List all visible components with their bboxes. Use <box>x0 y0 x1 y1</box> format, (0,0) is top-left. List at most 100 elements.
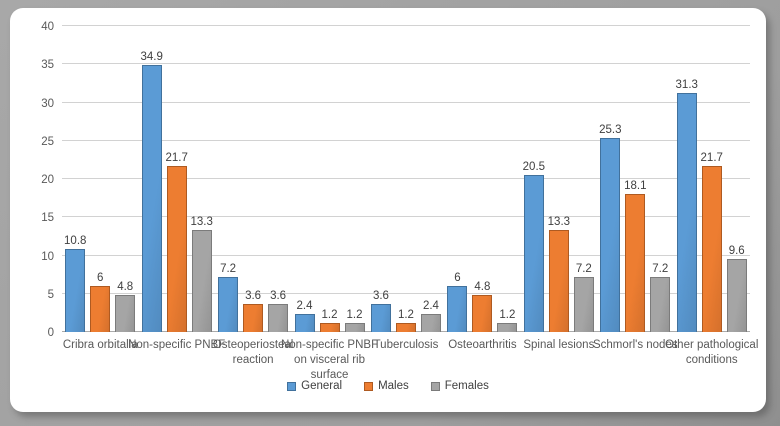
x-category-label: Osteoperiosteal reaction <box>212 339 294 366</box>
data-label: 7.2 <box>220 262 237 275</box>
legend-label: Males <box>378 380 409 392</box>
bar-males: 1.2 <box>395 309 416 332</box>
legend-swatch-icon <box>364 381 374 391</box>
y-tick-label: 35 <box>41 59 54 72</box>
x-category-label: Spinal lesions <box>523 339 595 351</box>
bar-group: 3.6 1.2 2.4 <box>368 26 444 332</box>
data-label: 21.7 <box>165 152 188 164</box>
data-label: 13.3 <box>190 216 213 229</box>
data-label: 6 <box>454 272 461 285</box>
y-tick-label: 30 <box>41 97 54 110</box>
legend-label: Females <box>444 380 489 392</box>
bar-general: 3.6 <box>370 290 391 332</box>
x-category-label: Cribra orbitalia <box>62 339 138 351</box>
legend-label: General <box>301 380 343 392</box>
data-label: 7.2 <box>575 262 592 275</box>
y-axis-labels: 0 5 10 15 20 25 30 35 40 <box>16 21 54 339</box>
x-category-label: Tuberculosis <box>373 339 439 351</box>
data-label: 3.6 <box>245 290 262 303</box>
bar-group: 6 4.8 1.2 <box>444 26 520 332</box>
data-label: 2.4 <box>422 299 439 312</box>
bar-group: 31.3 21.7 9.6 <box>674 26 750 332</box>
plot-area: 10.8 6 4.8 34.9 21.7 13.3 7.2 3.6 3.6 2.4 1.2 1.2 3.… <box>62 25 750 332</box>
bar-males: 6 <box>90 272 111 332</box>
data-label: 6 <box>97 272 104 285</box>
y-tick-label: 0 <box>47 327 54 339</box>
gridline <box>62 178 750 179</box>
x-category-label: Other pathological conditions <box>665 339 759 366</box>
data-label: 3.6 <box>270 290 287 303</box>
data-label: 21.7 <box>700 152 723 164</box>
bar-females: 1.2 <box>344 309 365 332</box>
bar-females: 13.3 <box>190 216 213 332</box>
legend-entry-general: General <box>287 380 342 392</box>
bar-females: 2.4 <box>420 300 441 332</box>
bar-females: 7.2 <box>650 263 671 332</box>
bar-groups: 10.8 6 4.8 34.9 21.7 13.3 7.2 3.6 3.6 2.4 1.2 1.2 3.… <box>62 26 750 332</box>
x-category-label: Osteoarthritis <box>448 339 517 351</box>
gridline <box>62 25 750 26</box>
data-label: 1.2 <box>499 308 516 321</box>
gridline <box>62 63 750 65</box>
bar-males: 3.6 <box>243 290 264 332</box>
x-category-label: Non-specific PNBF <box>128 339 226 351</box>
gridline <box>62 254 750 256</box>
bar-females: 7.2 <box>573 263 594 332</box>
data-label: 1.2 <box>346 308 363 321</box>
data-label: 7.2 <box>652 262 669 275</box>
bar-general: 6 <box>447 272 468 332</box>
bar-group: 25.3 18.1 7.2 <box>597 26 673 332</box>
x-category-label: Schmorl's nodes <box>592 339 678 351</box>
bar-females: 9.6 <box>726 245 747 332</box>
gridline <box>62 101 750 103</box>
bar-group: 7.2 3.6 3.6 <box>215 26 291 332</box>
legend-entry-males: Males <box>364 380 409 392</box>
y-tick-label: 40 <box>41 21 54 33</box>
bar-group: 34.9 21.7 13.3 <box>138 26 214 332</box>
chart-card: 10.8 6 4.8 34.9 21.7 13.3 7.2 3.6 3.6 2.4 1.2 1.2 3.… <box>10 8 766 412</box>
gridline <box>62 292 750 294</box>
bar-males: 21.7 <box>165 152 188 332</box>
bar-females: 3.6 <box>268 290 289 332</box>
bar-males: 1.2 <box>319 309 340 332</box>
data-label: 4.8 <box>117 281 134 294</box>
y-tick-label: 10 <box>41 250 54 263</box>
bar-males: 21.7 <box>701 152 723 332</box>
data-label: 9.6 <box>728 244 745 257</box>
legend: General Males Females <box>10 380 766 392</box>
data-label: 2.4 <box>296 299 313 312</box>
data-label: 1.2 <box>321 308 338 321</box>
data-label: 18.1 <box>624 179 647 192</box>
bar-general: 20.5 <box>523 161 545 332</box>
gridline <box>62 216 750 218</box>
data-label: 4.8 <box>474 281 491 294</box>
legend-swatch-icon <box>430 381 440 391</box>
x-axis-labels: Cribra orbitalia Non-specific PNBF Osteope… <box>62 338 759 383</box>
bar-general: 25.3 <box>599 124 621 332</box>
data-label: 3.6 <box>372 290 389 303</box>
bar-general: 31.3 <box>676 79 698 332</box>
gridline <box>62 139 750 141</box>
bar-general: 34.9 <box>140 51 163 332</box>
data-label: 34.9 <box>140 51 163 64</box>
data-label: 13.3 <box>547 216 571 229</box>
bar-group: 10.8 6 4.8 <box>62 26 138 332</box>
legend-swatch-icon <box>287 381 297 391</box>
bar-males: 13.3 <box>548 216 570 332</box>
legend-entry-females: Females <box>430 380 489 392</box>
bar-general: 7.2 <box>218 263 239 332</box>
bar-males: 4.8 <box>472 281 493 332</box>
y-tick-label: 25 <box>41 135 54 148</box>
data-label: 10.8 <box>64 235 87 248</box>
data-label: 1.2 <box>397 308 414 321</box>
data-label: 20.5 <box>522 161 546 174</box>
bar-females: 4.8 <box>115 281 136 332</box>
bar-group: 20.5 13.3 7.2 <box>521 26 597 332</box>
y-tick-label: 5 <box>47 288 54 301</box>
data-label: 31.3 <box>675 78 698 91</box>
x-category-label: Non-specific PNBF on visceral rib surfac… <box>280 339 379 381</box>
y-tick-label: 20 <box>41 174 54 186</box>
y-tick-label: 15 <box>41 212 54 225</box>
bar-general: 10.8 <box>64 235 86 332</box>
